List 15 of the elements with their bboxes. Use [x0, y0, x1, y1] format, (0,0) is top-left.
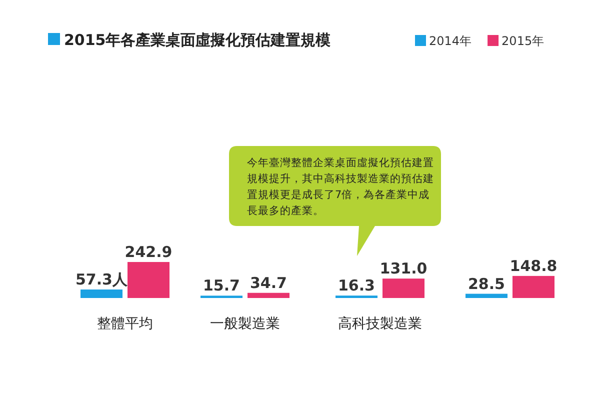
legend-label: 2014年	[429, 34, 472, 48]
x-tick-label: 高科技製造業	[338, 316, 422, 332]
data-label: 242.9	[124, 243, 172, 261]
x-tick-label: 整體平均	[97, 316, 153, 332]
data-label: 34.7	[250, 274, 288, 292]
chart-title: 2015年各產業桌面虛擬化預估建置規模	[64, 31, 332, 49]
x-tick-label: 一般製造業	[210, 316, 280, 332]
data-label: 28.5	[468, 274, 506, 293]
data-label: 15.7	[202, 276, 240, 295]
data-label: 148.8	[510, 256, 558, 275]
data-label: 57.3人	[75, 270, 128, 289]
legend-label: 2015年	[502, 34, 544, 48]
text: 今年臺灣整體企業桌面虛擬化預估建置規模提升，其中高科技製造業的預估建置規模更是成長了7倍，為各產業中成長最多的產業。	[247, 156, 434, 217]
data-label: 16.3	[338, 276, 376, 295]
data-label: 131.0	[380, 260, 428, 278]
